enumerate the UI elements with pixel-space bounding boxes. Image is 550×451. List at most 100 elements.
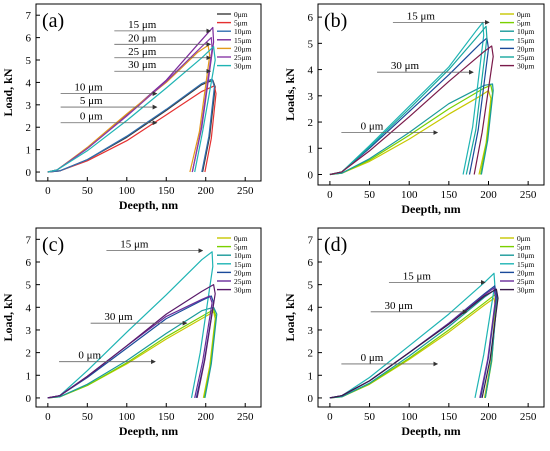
- x-tick-label: 100: [401, 411, 418, 423]
- plot-frame: [317, 3, 545, 186]
- y-tick-label: 4: [26, 302, 32, 314]
- x-axis-label: Deepth, nm: [401, 424, 460, 438]
- series-line-4: [329, 285, 497, 399]
- x-tick-label: 250: [520, 411, 537, 423]
- y-tick-label: 6: [26, 33, 32, 45]
- x-tick-label: 50: [82, 411, 94, 423]
- chart-panel-2: 0 50 100 150 200 250 0 1 2 3 4 5 6 Deepth, nm Loads, k…: [283, 3, 545, 216]
- x-tick-label: 100: [119, 185, 136, 197]
- x-axis-label: Deepth, nm: [401, 202, 460, 216]
- legend-entry: 5μm: [234, 243, 248, 252]
- chart-panel-1: 0 50 100 150 200 250 0 1 2 3 4 5 6 7 Deepth, nm Load, k…: [1, 3, 262, 212]
- x-tick-label: 0: [45, 411, 51, 423]
- annotation-label: 15 μm: [403, 270, 432, 282]
- y-tick-label: 1: [308, 143, 314, 155]
- legend-entry: 0μm: [234, 234, 248, 243]
- y-tick-label: 3: [308, 91, 314, 103]
- annotation-label: 30 μm: [391, 60, 420, 72]
- plot-frame: [317, 227, 545, 408]
- plot-frame: [35, 3, 262, 182]
- legend-entry: 30μm: [517, 62, 535, 71]
- x-tick-label: 200: [197, 411, 214, 423]
- y-tick-label: 3: [26, 100, 32, 112]
- y-tick-label: 4: [308, 65, 314, 77]
- legend-entry: 20μm: [517, 44, 535, 53]
- x-tick-label: 250: [237, 185, 254, 197]
- legend-entry: 25μm: [517, 277, 535, 286]
- x-tick-label: 50: [364, 411, 376, 423]
- x-axis-label: Deepth, nm: [119, 198, 178, 212]
- legend-entry: 0μm: [517, 234, 531, 243]
- y-tick-label: 2: [26, 348, 32, 360]
- y-tick-label: 7: [26, 234, 32, 246]
- y-tick-label: 3: [26, 325, 32, 337]
- y-tick-label: 1: [26, 370, 32, 382]
- legend-entry: 25μm: [517, 53, 535, 62]
- y-tick-label: 6: [308, 12, 314, 24]
- x-tick-label: 50: [364, 189, 376, 201]
- y-axis-label: Load, kN: [1, 68, 15, 116]
- legend-entry: 30μm: [234, 286, 252, 295]
- series-line-5: [47, 37, 213, 173]
- legend-entry: 5μm: [517, 19, 531, 28]
- y-tick-label: 3: [308, 325, 314, 337]
- x-tick-label: 250: [520, 189, 537, 201]
- x-tick-label: 150: [158, 411, 175, 423]
- y-tick-label: 5: [26, 280, 32, 292]
- series-line-0: [47, 311, 216, 399]
- legend-entry: 15μm: [234, 260, 252, 269]
- series-line-5: [329, 25, 488, 176]
- y-tick-label: 0: [308, 393, 314, 405]
- x-tick-label: 200: [480, 411, 497, 423]
- annotation-label: 15 μm: [128, 19, 157, 31]
- annotation-label: 0 μm: [78, 350, 101, 362]
- series-line-3: [47, 251, 214, 399]
- legend-entry: 10μm: [517, 251, 535, 260]
- series-line-1: [329, 294, 497, 399]
- y-tick-label: 0: [308, 170, 314, 182]
- y-tick-label: 5: [308, 38, 314, 50]
- annotation-label: 15 μm: [407, 10, 436, 22]
- y-tick-label: 1: [26, 145, 32, 157]
- legend-entry: 5μm: [234, 19, 248, 28]
- panel-label: (a): [42, 10, 64, 32]
- annotation-label: 25 μm: [128, 46, 157, 58]
- y-axis-label: Load, kN: [283, 293, 297, 341]
- series-line-6: [329, 45, 494, 176]
- series-line-6: [47, 284, 216, 399]
- x-tick-label: 0: [327, 189, 333, 201]
- legend-entry: 20μm: [517, 268, 535, 277]
- annotation-label: 15 μm: [120, 239, 149, 251]
- legend-entry: 25μm: [234, 53, 252, 62]
- y-tick-label: 6: [26, 257, 32, 269]
- annotation-label: 30 μm: [104, 311, 133, 323]
- panel-label: (d): [324, 234, 347, 256]
- y-tick-label: 2: [308, 117, 314, 129]
- annotation-label: 20 μm: [128, 32, 157, 44]
- legend-entry: 20μm: [234, 44, 252, 53]
- legend-entry: 20μm: [234, 268, 252, 277]
- y-axis-label: Loads, kN: [283, 68, 297, 121]
- x-tick-label: 250: [237, 411, 254, 423]
- x-tick-label: 0: [45, 185, 51, 197]
- y-tick-label: 4: [308, 302, 314, 314]
- y-tick-label: 4: [26, 77, 32, 89]
- legend-entry: 0μm: [517, 10, 531, 19]
- y-tick-label: 7: [308, 234, 314, 246]
- legend-entry: 30μm: [517, 286, 535, 295]
- x-tick-label: 150: [441, 189, 458, 201]
- x-tick-label: 150: [441, 411, 458, 423]
- annotation-label: 30 μm: [128, 59, 157, 71]
- legend-entry: 10μm: [234, 27, 252, 36]
- legend-entry: 15μm: [517, 36, 535, 45]
- y-tick-label: 6: [308, 257, 314, 269]
- x-tick-label: 100: [401, 189, 418, 201]
- annotation-label: 0 μm: [361, 352, 384, 364]
- y-tick-label: 2: [308, 348, 314, 360]
- legend-entry: 10μm: [234, 251, 252, 260]
- series-line-3: [329, 21, 485, 176]
- legend-entry: 25μm: [234, 277, 252, 286]
- x-tick-label: 200: [480, 189, 497, 201]
- legend-entry: 5μm: [517, 243, 531, 252]
